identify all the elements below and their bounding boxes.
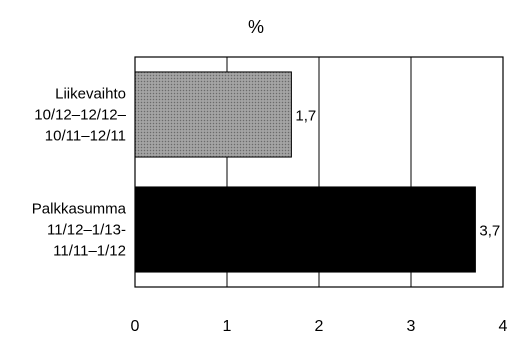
x-tick-label: 1: [223, 318, 232, 335]
x-tick-label: 3: [407, 318, 416, 335]
category-label-line: 10/11–12/11: [45, 128, 126, 145]
bar-value-label: 3,7: [479, 223, 500, 240]
chart-title: %: [248, 17, 264, 37]
x-axis: 0 1 2 3 4: [131, 318, 508, 335]
x-tick-label: 2: [315, 318, 324, 335]
x-tick-label: 0: [131, 318, 140, 335]
x-tick-label: 4: [499, 318, 508, 335]
bars: [134, 71, 476, 273]
category-label-line: Liikevaihto: [55, 86, 126, 103]
category-label-line: 11/12–1/13-: [47, 222, 126, 239]
category-label-line: 11/11–1/12: [53, 243, 126, 260]
y-axis-categories: Liikevaihto 10/12–12/12– 10/11–12/11 Palkka…: [32, 86, 127, 260]
data-labels: 1,7 3,7: [295, 108, 500, 240]
plot-frame: [134, 56, 504, 288]
bar: [134, 186, 476, 273]
category-label-line: Palkkasumma: [32, 201, 127, 218]
bar: [134, 71, 292, 158]
category-label-line: 10/12–12/12–: [34, 107, 126, 124]
bar-value-label: 1,7: [295, 108, 316, 125]
